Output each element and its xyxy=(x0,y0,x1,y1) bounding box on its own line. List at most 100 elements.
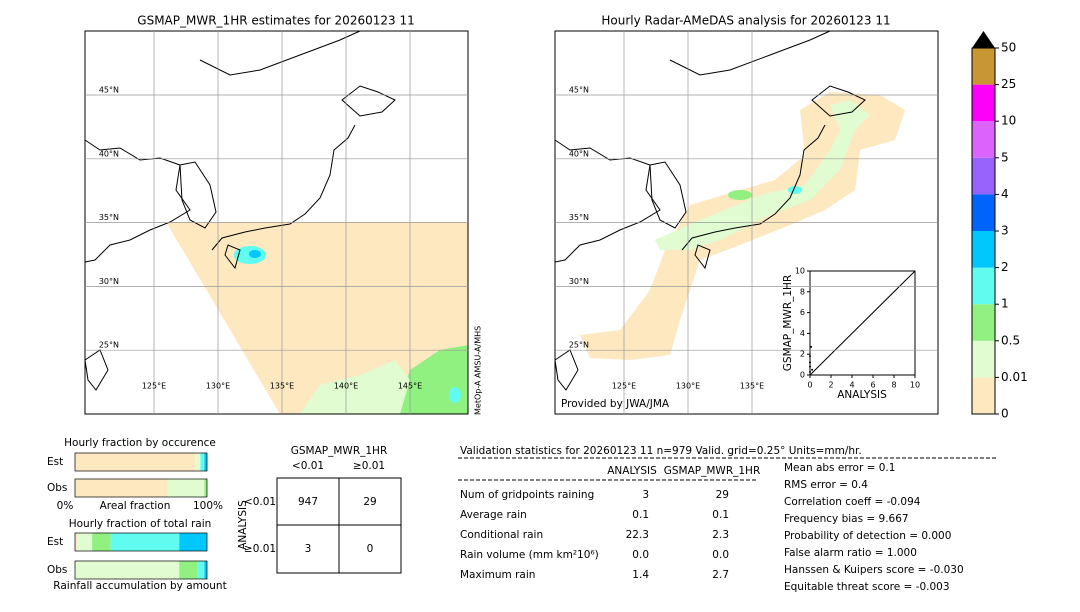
cell: 0 xyxy=(367,543,374,555)
map-right: Hourly Radar-AMeDAS analysis for 2026012… xyxy=(554,14,939,415)
fraction-segment xyxy=(75,533,78,551)
panel-title: Hourly fraction by occurence xyxy=(64,437,216,449)
lat-label: 40°N xyxy=(99,149,119,158)
fraction-segment xyxy=(77,533,93,551)
score: Frequency bias = 9.667 xyxy=(784,513,909,525)
rain-area xyxy=(728,190,752,200)
score: Probability of detection = 0.000 xyxy=(784,530,951,542)
y-tick-label: 10 xyxy=(795,267,805,276)
x-tick-label: 0 xyxy=(807,381,812,390)
bar-border xyxy=(74,560,208,580)
x-tick-label: 6 xyxy=(870,381,875,390)
y-tick-label: 2 xyxy=(800,350,805,359)
stat-value: 29 xyxy=(716,489,729,501)
lon-label: 130°E xyxy=(206,382,230,391)
stat-label: Num of gridpoints raining xyxy=(460,489,594,501)
map-left: GSMAP_MWR_1HR estimates for 20260123 11 … xyxy=(84,14,483,415)
colorbar-bin xyxy=(972,194,995,231)
scatter-point xyxy=(810,345,813,348)
fraction-segment xyxy=(75,479,168,497)
coastline xyxy=(84,30,396,391)
axis-label: Areal fraction xyxy=(100,500,171,512)
row-label: Est xyxy=(47,536,63,548)
stat-value: 22.3 xyxy=(626,529,649,541)
lat-label: 35°N xyxy=(99,213,119,222)
lat-label: 30°N xyxy=(99,277,119,286)
panel-footer: Rainfall accumulation by amount xyxy=(53,580,226,592)
x-tick-label: 10 xyxy=(910,381,920,390)
colorbar-label: 10 xyxy=(1001,114,1016,128)
lat-label: 45°N xyxy=(569,86,589,95)
fraction-segment xyxy=(167,479,205,497)
map-title: GSMAP_MWR_1HR estimates for 20260123 11 xyxy=(137,14,414,28)
scatter-point xyxy=(811,368,814,371)
colorbar-bin xyxy=(972,48,995,85)
fraction-segment xyxy=(179,561,198,579)
colorbar-label: 5 xyxy=(1001,150,1009,164)
bar-border xyxy=(74,478,208,498)
stat-value: 1.4 xyxy=(632,569,649,581)
y-axis-label: GSMAP_MWR_1HR xyxy=(782,275,794,371)
stat-label: Conditional rain xyxy=(460,529,543,541)
y-tick-label: 6 xyxy=(800,308,805,317)
fraction-segment xyxy=(197,561,205,579)
scatter-point xyxy=(809,355,811,358)
stat-label: Maximum rain xyxy=(460,569,535,581)
x-tick-label: 2 xyxy=(828,381,833,390)
colorbar-label: 2 xyxy=(1001,260,1009,274)
colorbar-bin xyxy=(972,267,995,305)
colorbar-bin xyxy=(972,84,995,122)
credit: MetOp-A AMSU-A/MHS xyxy=(474,326,483,415)
score: Correlation coeff = -0.094 xyxy=(784,496,921,508)
x-tick-label: 0% xyxy=(57,500,74,512)
lat-label: 25°N xyxy=(99,341,119,350)
bar-border xyxy=(74,452,208,472)
colorbar-label: 0.01 xyxy=(1001,370,1028,384)
cell: 947 xyxy=(298,496,318,508)
colorbar-bin xyxy=(972,340,995,378)
bar-border xyxy=(74,532,208,552)
stat-value: 0.1 xyxy=(712,509,729,521)
colorbar-label: 25 xyxy=(1001,77,1016,91)
scatter-point xyxy=(809,365,811,368)
fraction-segment xyxy=(75,561,180,579)
lon-label: 125°E xyxy=(142,382,166,391)
fraction-segment xyxy=(204,561,207,579)
colorbar-label: 50 xyxy=(1001,41,1016,55)
col-label: ≥0.01 xyxy=(353,460,385,472)
lon-label: 125°E xyxy=(612,382,636,391)
rain-area xyxy=(249,250,261,258)
stat-label: Rain volume (mm km²10⁶) xyxy=(460,549,599,561)
coastline xyxy=(554,30,866,391)
colorbar-label: 1 xyxy=(1001,297,1009,311)
score: False alarm ratio = 1.000 xyxy=(784,547,917,559)
colorbar: 0 0.01 0.5 1 2 3 4 5 10 25 50 xyxy=(971,41,1028,421)
colorbar-bin xyxy=(972,157,995,195)
credit: Provided by JWA/JMA xyxy=(561,398,670,410)
col-label: <0.01 xyxy=(292,460,324,472)
colorbar-bin xyxy=(972,231,995,268)
stat-label: Average rain xyxy=(460,509,527,521)
fraction-segment xyxy=(110,533,180,551)
y-tick-label: 0 xyxy=(800,371,805,380)
map-title: Hourly Radar-AMeDAS analysis for 2026012… xyxy=(601,14,890,28)
stat-value: 3 xyxy=(642,489,649,501)
panel-title: Hourly fraction of total rain xyxy=(69,518,212,530)
col-header: ANALYSIS xyxy=(607,465,657,477)
col-header: GSMAP_MWR_1HR xyxy=(664,465,760,477)
lon-label: 140°E xyxy=(334,382,358,391)
stats-table: Validation statistics for 20260123 11 n=… xyxy=(458,445,996,593)
colorbar-label: 3 xyxy=(1001,224,1009,238)
lat-label: 25°N xyxy=(569,341,589,350)
lat-label: 35°N xyxy=(569,213,589,222)
score: Equitable threat score = -0.003 xyxy=(784,581,950,593)
stat-value: 0.0 xyxy=(632,549,649,561)
fraction-segment xyxy=(200,453,205,471)
score: RMS error = 0.4 xyxy=(784,479,868,491)
scatter-point xyxy=(809,370,811,373)
colorbar-bin xyxy=(972,121,995,158)
colorbar-label: 0 xyxy=(1001,407,1009,421)
colorbar-bin xyxy=(972,377,995,414)
lon-label: 135°E xyxy=(270,382,294,391)
